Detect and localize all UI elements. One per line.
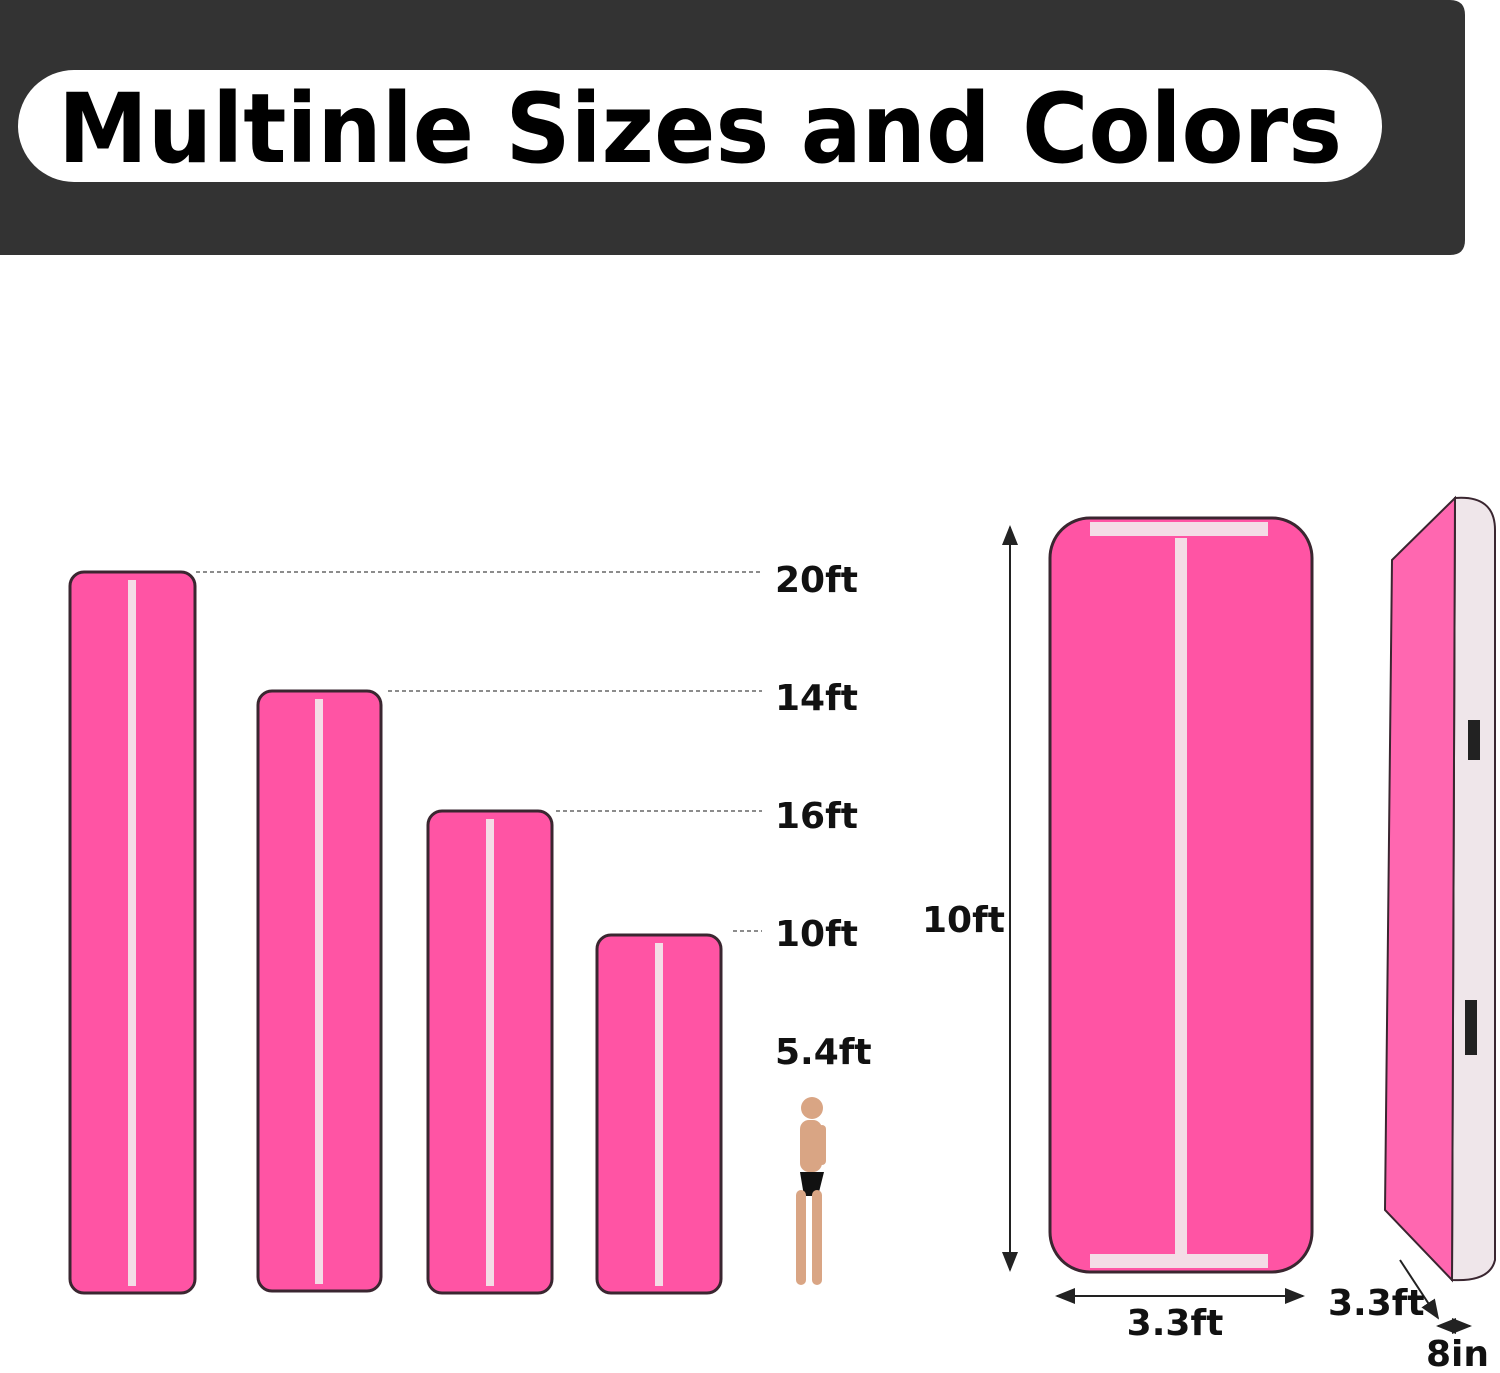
title-pill	[18, 70, 1382, 182]
mat-16ft	[426, 809, 554, 1295]
width-label: 3.3ft	[1127, 1303, 1224, 1344]
thickness-label: 8in	[1426, 1334, 1489, 1373]
side-width-label: 3.3ft	[1328, 1283, 1425, 1324]
title: Multinle Sizes and Colors	[58, 73, 1342, 185]
size-label: 14ft	[775, 678, 858, 719]
size-label: 20ft	[775, 560, 858, 601]
mat-large	[1048, 516, 1314, 1274]
person-figure	[796, 1097, 826, 1285]
mat-14ft	[256, 689, 383, 1293]
side-width-arrow	[1399, 1259, 1440, 1320]
mat-20ft	[68, 570, 197, 1295]
length-label: 10ft	[922, 900, 1005, 941]
size-label: 10ft	[775, 914, 858, 955]
mat-side-view	[1383, 495, 1496, 1283]
mat-10ft	[595, 933, 723, 1295]
size-label: 5.4ft	[775, 1032, 872, 1073]
size-label: 16ft	[775, 796, 858, 837]
